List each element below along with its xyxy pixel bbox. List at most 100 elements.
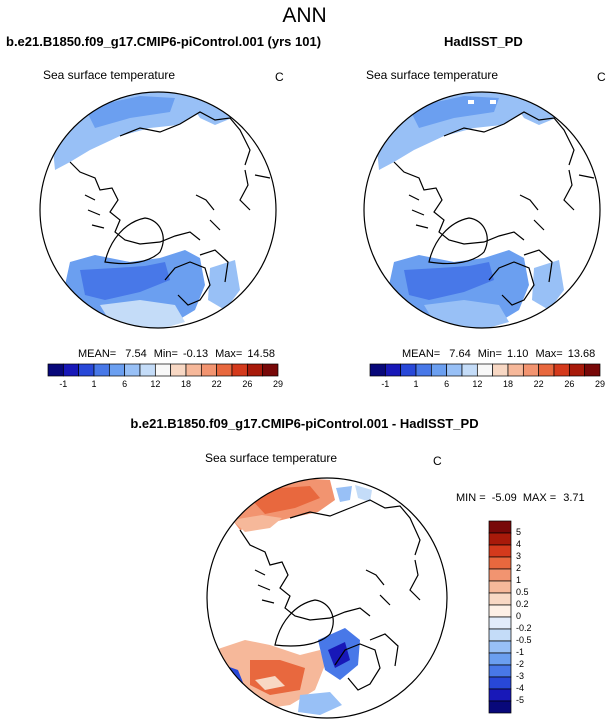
- obs-units: C: [597, 70, 606, 84]
- obs-colorbar-cell: [430, 363, 448, 377]
- obs-mean-value: 7.64: [449, 348, 471, 360]
- diff-colorbar-tick-label: -4: [516, 683, 525, 693]
- model-colorbar-cell: [246, 363, 264, 377]
- diff-colorbar-tick-label: -3: [516, 671, 525, 681]
- diff-colorbar: [488, 520, 512, 714]
- diff-colorbar-tick-label: -0.5: [516, 635, 532, 645]
- obs-colorbar-cell: [384, 363, 402, 377]
- model-sst-map: [39, 91, 277, 329]
- diff-stats: MIN = -5.09 MAX = 3.71: [456, 492, 585, 504]
- diff-colorbar-cell: [488, 532, 512, 546]
- diff-colorbar-tick-label: 1: [516, 575, 522, 585]
- diff-colorbar-cell: [488, 700, 512, 714]
- model-colorbar-cell: [78, 363, 95, 377]
- diff-colorbar-cell: [488, 640, 512, 654]
- obs-min-label: Min=: [477, 348, 502, 360]
- obs-colorbar-tick-label: -1: [381, 379, 390, 389]
- obs-colorbar-cell: [522, 363, 540, 377]
- page-title: ANN: [282, 4, 327, 27]
- model-stats: MEAN= 7.54 Min= -0.13 Max= 14.58: [78, 348, 275, 360]
- diff-colorbar-cell: [488, 568, 512, 582]
- model-colorbar-tick-label: 29: [272, 379, 283, 389]
- model-colorbar-cell: [216, 363, 233, 377]
- diff-colorbar-cell: [488, 664, 512, 678]
- diff-colorbar-cell: [488, 592, 512, 606]
- obs-sst-map: [363, 91, 601, 329]
- diff-units: C: [433, 454, 442, 468]
- model-colorbar-tick-label: 26: [242, 379, 253, 389]
- diff-colorbar-cell: [488, 580, 512, 594]
- model-variable-title: Sea surface temperature: [43, 68, 176, 82]
- diff-colorbar-cell: [488, 676, 512, 690]
- diff-min-label: MIN =: [456, 492, 486, 504]
- model-colorbar-cell: [124, 363, 141, 377]
- obs-colorbar-tick-label: 26: [564, 379, 575, 389]
- diff-colorbar-cell: [488, 616, 512, 630]
- obs-colorbar-tick-label: 29: [594, 379, 605, 389]
- diff-colorbar-tick-label: 5: [516, 527, 522, 537]
- obs-colorbar-tick-label: 6: [444, 379, 450, 389]
- diff-colorbar-tick-label: 0.2: [516, 599, 529, 609]
- diff-colorbar-tick-label: 3: [516, 551, 522, 561]
- model-max-label: Max=: [215, 348, 243, 360]
- diff-max-label: MAX =: [522, 492, 557, 504]
- diff-colorbar-cell: [488, 544, 512, 558]
- obs-mean-label: MEAN=: [402, 348, 441, 360]
- model-colorbar-cell: [47, 363, 64, 377]
- model-mean-value: 7.54: [125, 348, 147, 360]
- model-units: C: [275, 70, 284, 84]
- model-colorbar-cell: [262, 363, 279, 377]
- model-colorbar-cell: [108, 363, 126, 377]
- model-colorbar-tick-label: -1: [59, 379, 68, 389]
- diff-colorbar-cell: [488, 628, 512, 642]
- diff-colorbar-tick-label: -2: [516, 659, 525, 669]
- model-colorbar: [47, 363, 279, 377]
- model-colorbar-tick-label: 6: [122, 379, 128, 389]
- model-colorbar-tick-label: 12: [150, 379, 161, 389]
- diff-colorbar-cell: [488, 688, 512, 702]
- model-colorbar-tick-label: 1: [91, 379, 97, 389]
- model-case-title: b.e21.B1850.f09_g17.CMIP6-piControl.001 …: [6, 34, 322, 49]
- diff-colorbar-tick-label: 4: [516, 539, 522, 549]
- model-min-label: Min=: [153, 348, 178, 360]
- obs-colorbar-cell: [492, 363, 509, 377]
- diff-variable-title: Sea surface temperature: [205, 451, 338, 465]
- obs-case-title: HadISST_PD: [444, 34, 523, 49]
- diff-colorbar-cell: [488, 604, 512, 618]
- obs-max-label: Max=: [535, 348, 563, 360]
- model-colorbar-cell: [185, 363, 202, 377]
- diff-case-title: b.e21.B1850.f09_g17.CMIP6-piControl.001 …: [130, 416, 479, 431]
- diff-colorbar-tick-label: -0.2: [516, 623, 532, 633]
- obs-colorbar-cell: [538, 363, 555, 377]
- obs-colorbar-cell: [415, 363, 432, 377]
- obs-colorbar-cell: [400, 363, 417, 377]
- diff-sst-map: [206, 477, 448, 719]
- obs-colorbar-tick-label: 22: [533, 379, 544, 389]
- diff-colorbar-tick-label: -1: [516, 647, 525, 657]
- model-colorbar-cell: [170, 363, 187, 377]
- model-colorbar-cell: [93, 363, 110, 377]
- obs-colorbar-cell: [476, 363, 494, 377]
- obs-min-value: 1.10: [506, 348, 529, 360]
- model-colorbar-cell: [62, 363, 80, 377]
- obs-colorbar-cell: [507, 363, 524, 377]
- model-colorbar-tick-label: 22: [211, 379, 222, 389]
- obs-colorbar-cell: [446, 363, 463, 377]
- diff-colorbar-cell: [488, 556, 512, 570]
- diff-max-value: 3.71: [563, 492, 585, 504]
- obs-colorbar-tick-label: 18: [502, 379, 513, 389]
- obs-colorbar-cell: [553, 363, 570, 377]
- obs-colorbar-cell: [369, 363, 386, 377]
- diff-min-value: -5.09: [491, 492, 517, 504]
- model-max-value: 14.58: [247, 348, 275, 360]
- obs-colorbar-tick-label: 1: [413, 379, 419, 389]
- model-mean-label: MEAN=: [78, 348, 117, 360]
- diff-colorbar-cell: [488, 520, 512, 534]
- obs-colorbar-cell: [584, 363, 601, 377]
- obs-variable-title: Sea surface temperature: [366, 68, 499, 82]
- obs-colorbar-tick-label: 12: [472, 379, 483, 389]
- model-colorbar-cell: [139, 363, 156, 377]
- diff-colorbar-tick-label: 2: [516, 563, 522, 573]
- model-min-value: -0.13: [182, 348, 209, 360]
